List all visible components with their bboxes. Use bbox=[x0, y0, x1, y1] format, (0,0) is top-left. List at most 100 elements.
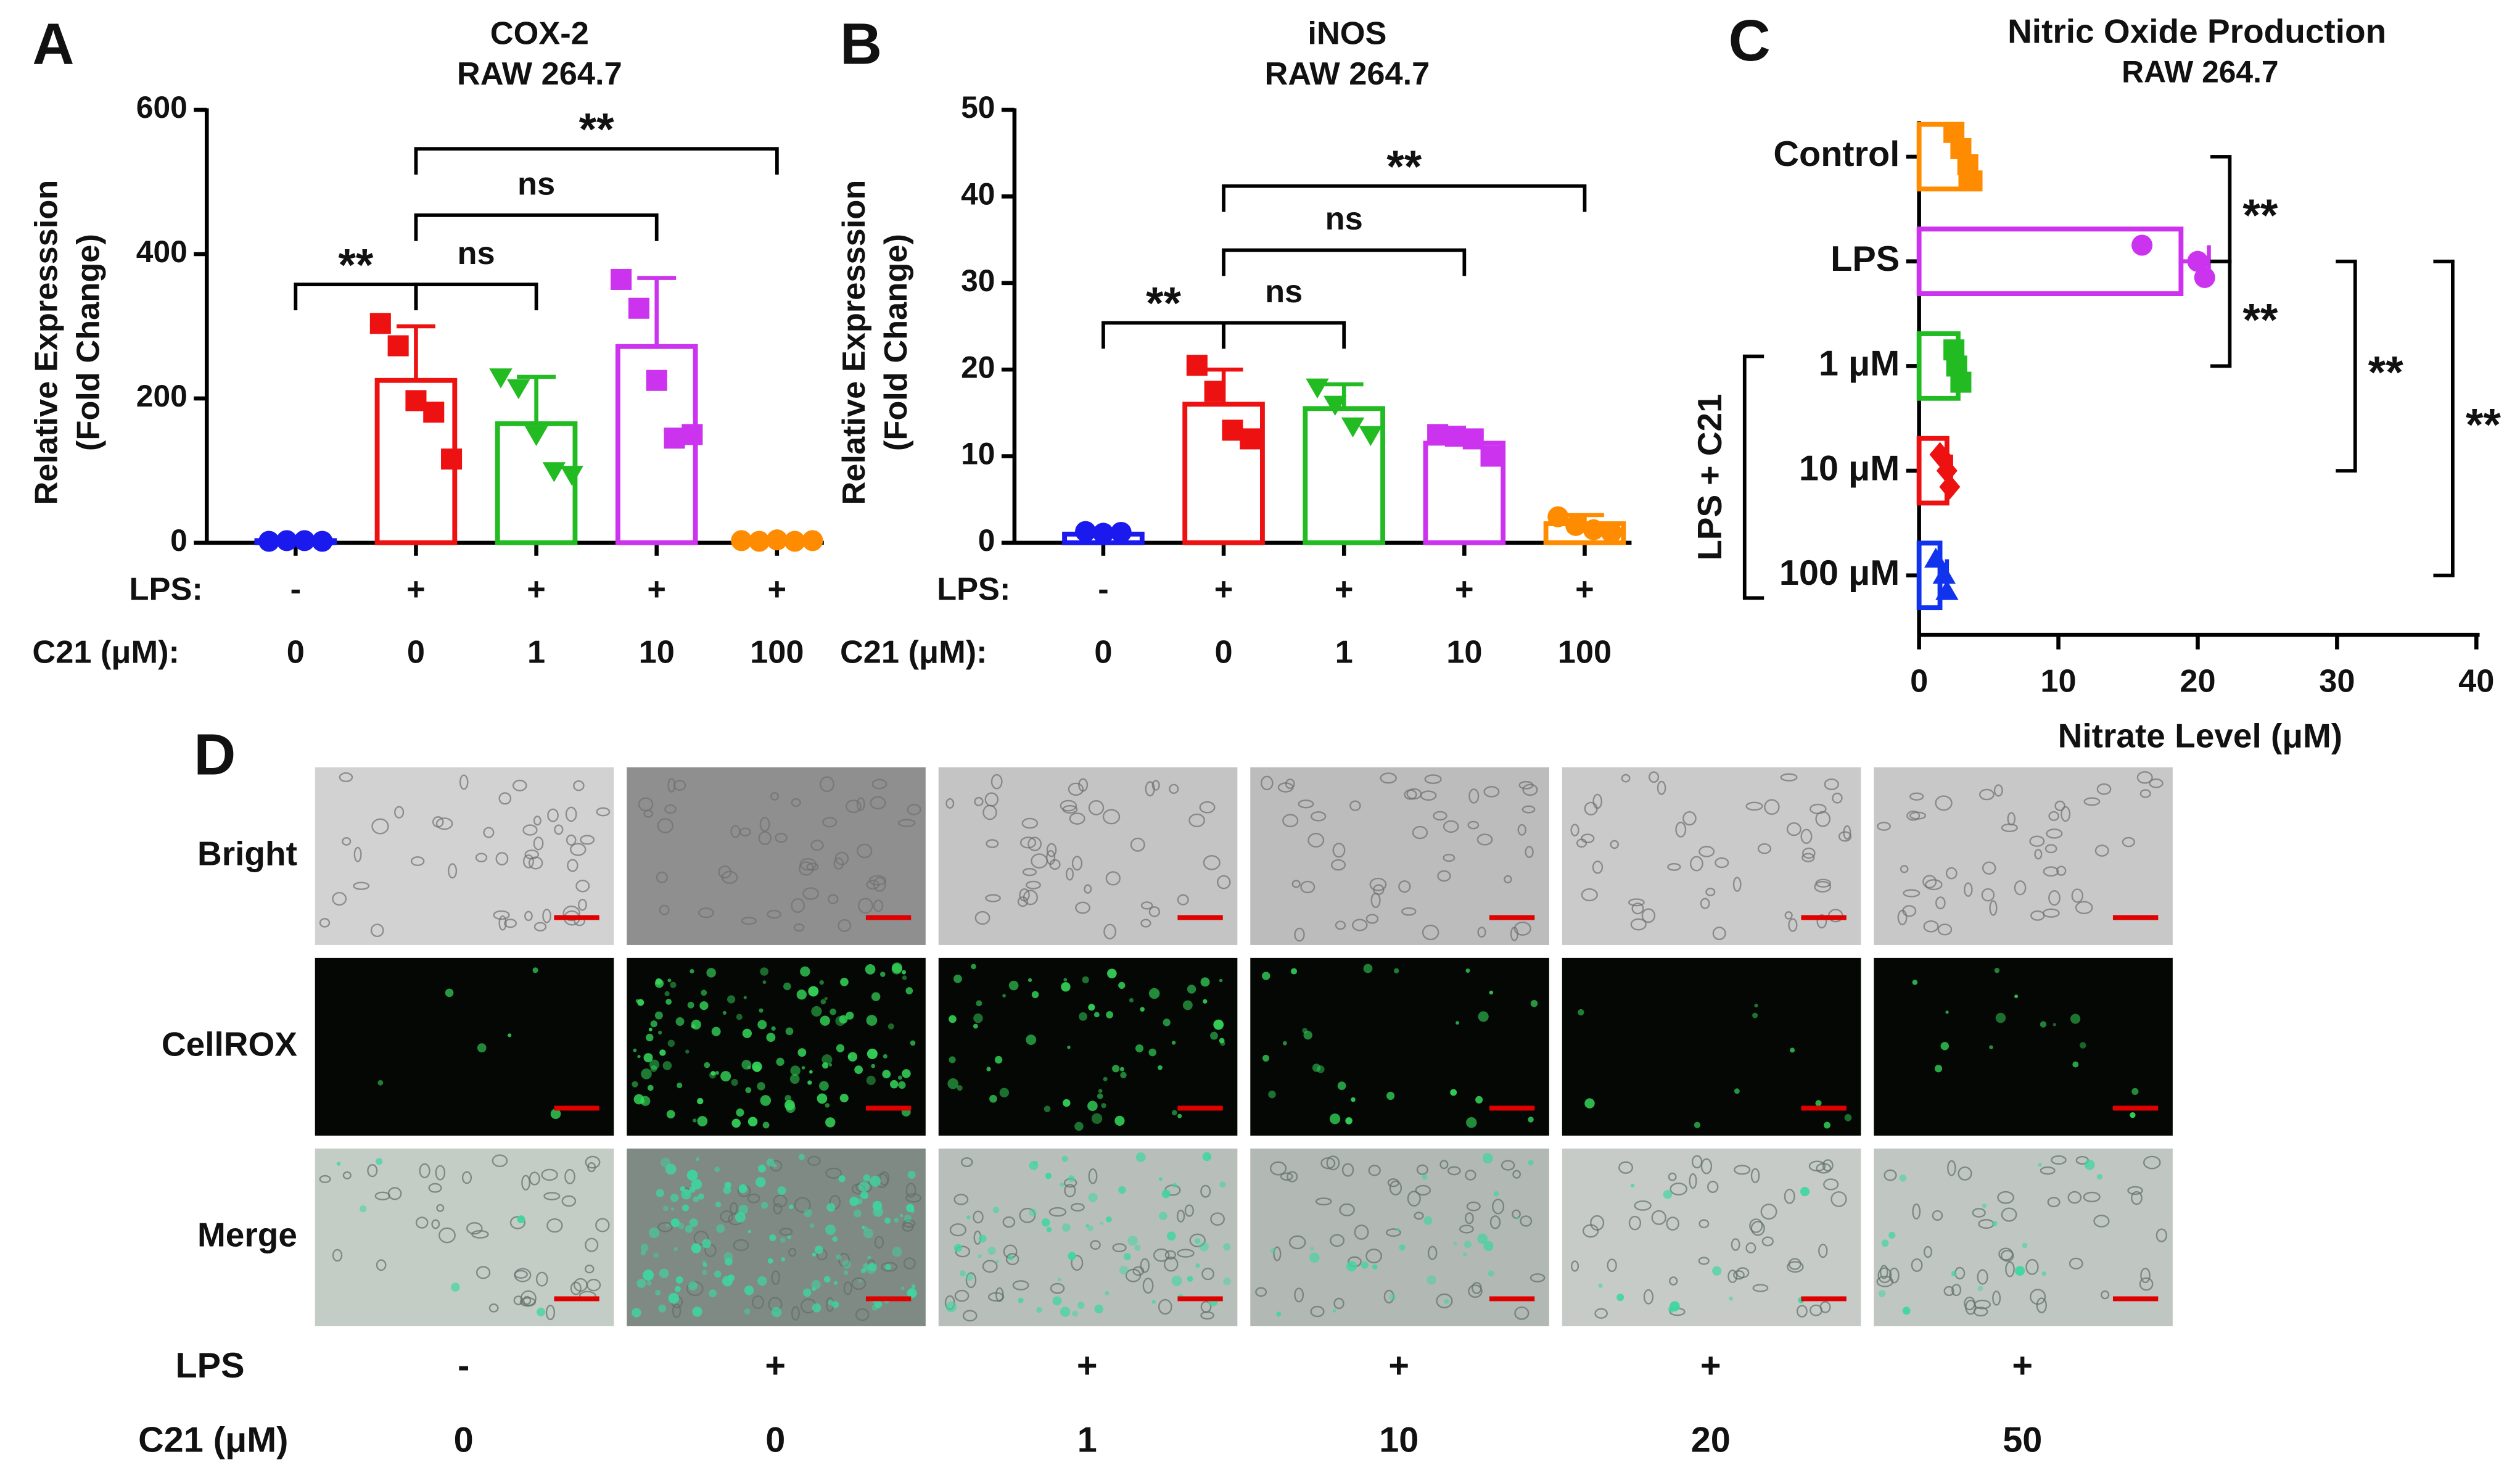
fluorescent-cell bbox=[714, 1167, 720, 1173]
chart-title: Nitric Oxide Production bbox=[2007, 12, 2386, 51]
condition-label: C21 (μM) bbox=[138, 1421, 288, 1460]
cell bbox=[643, 809, 654, 818]
cell bbox=[554, 824, 564, 835]
fluorescent-cell bbox=[1345, 1117, 1353, 1125]
fluorescent-cell bbox=[1187, 1276, 1193, 1282]
cell bbox=[1415, 1184, 1431, 1196]
cell bbox=[1576, 838, 1587, 848]
data-point bbox=[2131, 234, 2153, 256]
cell bbox=[459, 774, 469, 790]
cell bbox=[1084, 884, 1092, 894]
fluorescent-cell bbox=[640, 1096, 651, 1106]
cell bbox=[1607, 1258, 1617, 1273]
fluorescent-cell bbox=[659, 1268, 669, 1279]
cell bbox=[1300, 880, 1316, 894]
fluorescent-cell bbox=[884, 1264, 891, 1270]
data-point bbox=[1324, 395, 1347, 416]
data-point bbox=[681, 424, 703, 445]
fluorescent-cell bbox=[1029, 1161, 1039, 1170]
cell bbox=[1530, 1273, 1546, 1282]
cell bbox=[1657, 780, 1666, 795]
row-label: CellROX bbox=[162, 1025, 297, 1063]
fluorescent-cell bbox=[508, 1033, 512, 1038]
cell bbox=[1023, 890, 1038, 906]
fluorescent-cell bbox=[831, 1301, 839, 1308]
cell bbox=[2136, 771, 2153, 784]
fluorescent-cell bbox=[670, 1218, 680, 1228]
cell bbox=[838, 1252, 850, 1268]
cell bbox=[513, 1295, 524, 1305]
cell bbox=[1698, 1257, 1710, 1265]
fluorescent-cell bbox=[691, 1019, 701, 1030]
cell bbox=[1148, 906, 1161, 917]
cell bbox=[1465, 1170, 1476, 1181]
fluorescent-cell bbox=[1045, 1172, 1052, 1179]
fluorescent-cell bbox=[1991, 1220, 1998, 1226]
fluorescent-cell bbox=[711, 1026, 721, 1036]
cell bbox=[945, 798, 955, 809]
fluorescent-cell bbox=[704, 1062, 710, 1068]
fluorescent-cell bbox=[1103, 1076, 1108, 1081]
fluorescent-cell bbox=[976, 1000, 982, 1007]
fluorescent-cell bbox=[681, 1189, 692, 1200]
cell bbox=[1594, 1308, 1608, 1319]
fluorescent-cell bbox=[1129, 997, 1134, 1003]
data-point bbox=[731, 530, 752, 551]
cell bbox=[1140, 901, 1153, 910]
fluorescent-cell bbox=[844, 1270, 849, 1275]
cell bbox=[791, 898, 805, 913]
fluorescent-cell bbox=[1477, 1233, 1488, 1244]
fluorescent-cell bbox=[874, 1300, 883, 1308]
fluorescent-cell bbox=[1951, 1271, 1957, 1277]
lps-label: + bbox=[1575, 571, 1594, 607]
cell bbox=[1682, 811, 1697, 826]
fluorescent-cell bbox=[664, 991, 670, 996]
fluorescent-cell bbox=[1934, 1065, 1943, 1073]
y-tick-label: 200 bbox=[136, 379, 187, 413]
fluorescent-cell bbox=[757, 1082, 765, 1091]
fluorescent-cell bbox=[655, 1290, 661, 1296]
cell bbox=[747, 1193, 760, 1204]
fluorescent-cell bbox=[900, 1286, 905, 1290]
cell bbox=[1416, 1164, 1428, 1175]
cell bbox=[1784, 1189, 1795, 1204]
significance-bracket bbox=[414, 213, 659, 241]
cell bbox=[584, 1265, 595, 1274]
cell bbox=[1631, 902, 1644, 915]
cell bbox=[1802, 847, 1816, 859]
fluorescent-cell bbox=[854, 1209, 862, 1218]
fluorescent-cell bbox=[1712, 1266, 1722, 1276]
cell bbox=[1369, 877, 1387, 891]
cell bbox=[1068, 782, 1084, 796]
significance-label: ** bbox=[1386, 141, 1422, 192]
fluorescent-cell bbox=[825, 1224, 836, 1236]
cell bbox=[990, 774, 1003, 790]
cell bbox=[504, 919, 517, 928]
cell bbox=[2040, 1166, 2056, 1175]
cell bbox=[953, 1194, 969, 1205]
x-tick-label: 40 bbox=[2458, 664, 2494, 700]
cell bbox=[1102, 809, 1121, 825]
micrograph bbox=[627, 1148, 926, 1326]
cell bbox=[541, 1168, 558, 1181]
fluorescent-cell bbox=[807, 1080, 812, 1085]
cell bbox=[1273, 1246, 1282, 1261]
cell bbox=[524, 849, 540, 860]
cell bbox=[509, 1216, 526, 1229]
cell bbox=[1443, 820, 1459, 833]
cell bbox=[1757, 843, 1772, 854]
fluorescent-cell bbox=[685, 1049, 690, 1054]
cell bbox=[871, 778, 887, 790]
cell bbox=[1877, 822, 1891, 831]
cell bbox=[1715, 857, 1729, 869]
fluorescent-cell bbox=[1262, 1054, 1270, 1062]
cell bbox=[1103, 923, 1116, 939]
fluorescent-cell bbox=[1088, 1004, 1095, 1011]
micrograph bbox=[1874, 1148, 2173, 1326]
cell bbox=[533, 836, 544, 851]
cell bbox=[1513, 921, 1531, 936]
fluorescent-cell bbox=[882, 1070, 891, 1079]
lps-label: + bbox=[1700, 1346, 1721, 1385]
cell bbox=[1065, 867, 1074, 881]
micrograph bbox=[938, 957, 1238, 1136]
